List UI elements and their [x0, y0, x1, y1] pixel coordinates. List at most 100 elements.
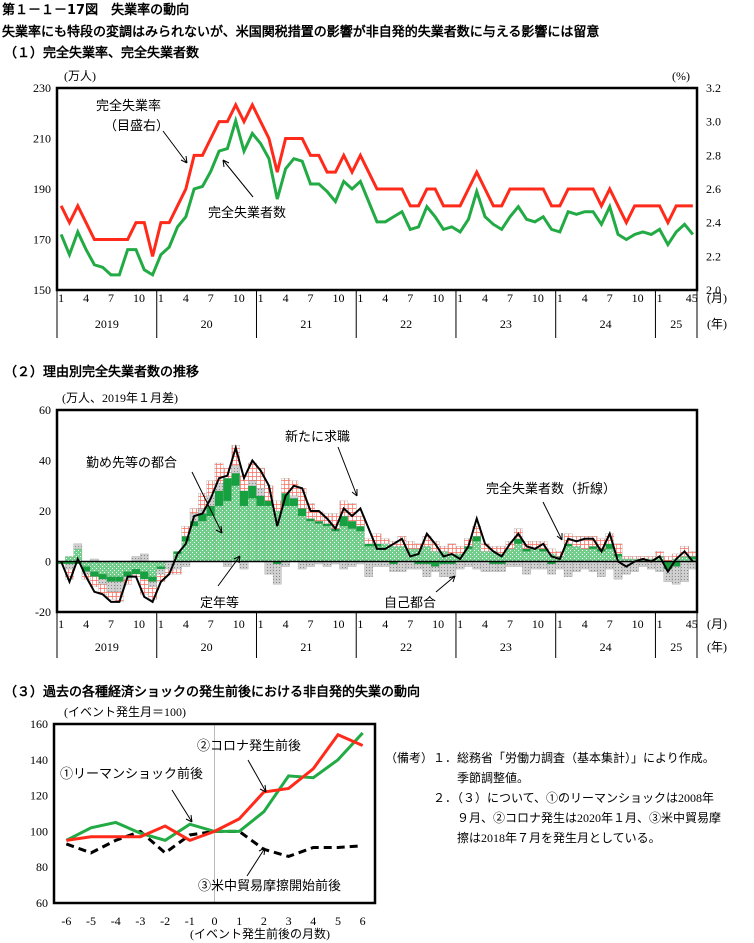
chart2-title: （２）理由別完全失業者数の推移 [4, 364, 199, 380]
unemployed-count-line [59, 115, 695, 278]
bar-involuntary [214, 505, 224, 562]
bar-involuntary [422, 546, 432, 562]
arrow-lehman [171, 789, 193, 823]
month-tick-label: 10 [532, 617, 544, 631]
month-tick-label: 10 [532, 291, 544, 305]
bar-voluntary [364, 561, 373, 577]
month-tick-label: 1 [58, 617, 64, 631]
chart2-label-total: 完全失業者数（折線） [486, 481, 616, 496]
chart1-title: （１）完全失業率、完全失業者数 [4, 45, 200, 61]
year-label: 23 [500, 317, 512, 331]
bar-voluntary [264, 561, 274, 575]
bar-voluntary [372, 561, 382, 567]
bar-involuntary [538, 551, 548, 562]
y-tick-label: 20 [39, 504, 51, 518]
bar-voluntary [530, 561, 540, 570]
chart3-xlabel: (イベント発生前後の月数) [190, 926, 330, 941]
bar-involuntary [289, 505, 299, 562]
bar-voluntary [580, 561, 590, 570]
bar-voluntary [256, 488, 265, 496]
bar-voluntary [680, 561, 689, 582]
bar-voluntary [447, 563, 457, 577]
y-tick-label: 140 [30, 753, 48, 767]
unemployment-rate-line [59, 101, 693, 257]
bar-retirement [364, 543, 373, 547]
bar-voluntary [272, 563, 282, 585]
bar-involuntary [206, 515, 216, 562]
bar-voluntary [231, 465, 241, 474]
bar-retirement [223, 478, 232, 501]
year-label: 20 [201, 317, 213, 331]
bar-retirement [115, 576, 124, 582]
x-tick-label: 5 [335, 914, 341, 928]
bar-retirement [264, 500, 274, 506]
month-tick-label: 4 [183, 291, 189, 305]
arrow-voluntary [435, 575, 456, 593]
month-tick-label: 10 [632, 617, 644, 631]
y-tick-label: 0 [45, 555, 51, 569]
y-tick-label: 100 [30, 824, 48, 838]
bar-retirement [389, 561, 398, 565]
y-tick-label: 80 [36, 860, 48, 874]
bar-voluntary [555, 561, 565, 570]
arrow-retirement [217, 555, 241, 587]
x-tick-label: -5 [86, 914, 96, 928]
bar-retirement [90, 571, 99, 577]
bar-involuntary [281, 505, 290, 562]
year-label: 25 [670, 317, 682, 331]
chart1-right-unit: (%) [672, 69, 690, 83]
x-tick-label: 0 [212, 914, 218, 928]
bar-retirement [98, 574, 107, 580]
right-tick-label: 2.0 [706, 283, 721, 297]
bar-retirement [298, 508, 307, 517]
right-tick-label: 2.8 [706, 148, 721, 162]
bar-involuntary [572, 546, 581, 562]
bar-retirement [356, 526, 365, 532]
year-label: 22 [400, 640, 412, 654]
bar-involuntary [472, 541, 482, 562]
left-tick-label: 190 [33, 182, 51, 196]
bar-voluntary [646, 561, 656, 570]
chart2-label-voluntary: 自己都合 [384, 595, 436, 610]
total-unemployed-line [60, 444, 694, 604]
bar-involuntary [580, 548, 590, 562]
bar-retirement [472, 536, 481, 542]
bar-voluntary [131, 556, 141, 562]
bar-retirement [372, 543, 382, 547]
right-tick-label: 2.4 [706, 216, 721, 230]
bar-new-job-seeker [189, 508, 199, 514]
month-tick-label: 4 [582, 291, 588, 305]
bar-voluntary [671, 566, 681, 585]
us-china-line [65, 829, 363, 859]
month-tick-label: 7 [407, 617, 413, 631]
arrow-count [222, 159, 254, 198]
month-tick-label: 10 [133, 617, 145, 631]
notes-line-5: 擦は2018年７月を発生月としている。 [457, 831, 661, 845]
bar-retirement [539, 548, 548, 552]
month-tick-label: 10 [432, 617, 444, 631]
bar-involuntary [680, 556, 689, 562]
year-unit: (年) [707, 640, 727, 654]
bar-involuntary [513, 543, 523, 562]
bar-retirement [547, 561, 556, 565]
bar-voluntary [480, 561, 490, 572]
bar-retirement [131, 569, 141, 575]
month-tick-label: 7 [407, 291, 413, 305]
month-tick-label: 1 [557, 291, 563, 305]
right-tick-label: 3.2 [706, 81, 721, 95]
bar-voluntary [297, 561, 307, 570]
bar-involuntary [264, 505, 274, 562]
bar-involuntary [480, 551, 490, 562]
chart3-label-lehman: ①リーマンショック前後 [60, 766, 203, 781]
bar-voluntary [322, 561, 332, 567]
month-tick-label: 10 [632, 291, 644, 305]
bar-voluntary [397, 561, 407, 572]
month-tick-label: 7 [507, 617, 513, 631]
bar-retirement [414, 561, 423, 565]
bar-retirement [422, 561, 432, 565]
bar-retirement [289, 498, 299, 506]
bar-retirement [339, 516, 348, 527]
month-tick-label: 1 [58, 291, 64, 305]
